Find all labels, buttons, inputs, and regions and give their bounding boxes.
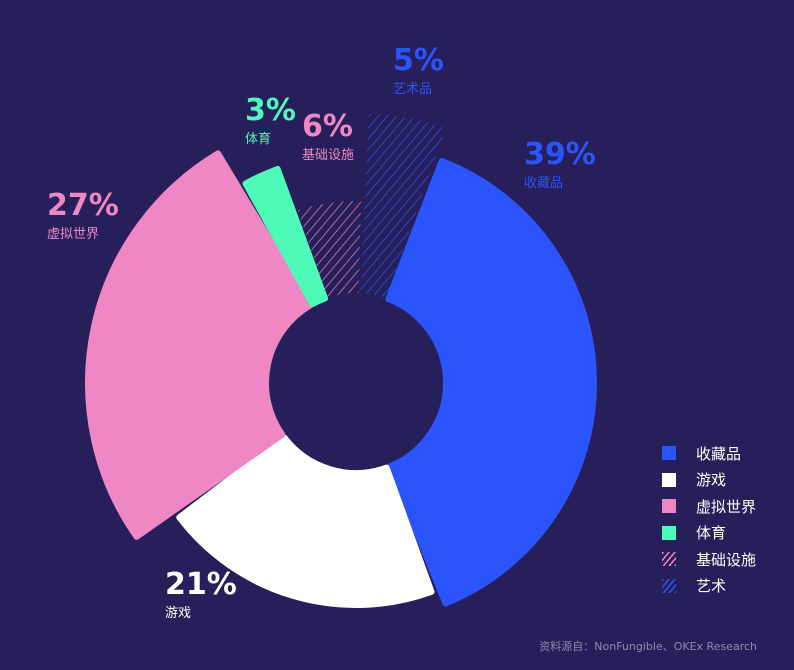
data-label-collectibles: 39% xyxy=(524,137,596,172)
legend-item-virtual-worlds: 虚拟世界 xyxy=(662,493,756,520)
legend-label: 体育 xyxy=(696,524,727,543)
category-label-art: 艺术品 xyxy=(393,82,432,97)
legend-item-sports: 体育 xyxy=(662,520,756,547)
category-label-collectibles: 收藏品 xyxy=(524,176,563,191)
legend-label: 艺术 xyxy=(696,577,727,596)
legend-label: 游戏 xyxy=(696,471,727,490)
slice-infrastructure xyxy=(297,201,362,298)
source-note: 资料源自：NonFungible、OKEx Research xyxy=(539,640,757,653)
legend-label: 虚拟世界 xyxy=(696,497,757,516)
slice-collectibles xyxy=(385,157,597,607)
slice-sports xyxy=(242,165,329,308)
legend-swatch xyxy=(662,525,676,540)
slice-art xyxy=(360,113,446,299)
legend-label: 基础设施 xyxy=(696,550,757,569)
legend-swatch xyxy=(662,578,676,593)
category-label-virtual-worlds: 虚拟世界 xyxy=(47,227,99,242)
data-label-sports: 3% xyxy=(245,93,296,128)
category-label-games: 游戏 xyxy=(165,606,191,621)
legend-item-infrastructure: 基础设施 xyxy=(662,546,756,573)
legend-item-games: 游戏 xyxy=(662,467,756,494)
legend: 收藏品 游戏 虚拟世界 体育 基础设施 艺术 xyxy=(662,440,756,599)
legend-swatch xyxy=(662,552,676,567)
data-label-infrastructure: 6% xyxy=(302,109,353,144)
category-label-infrastructure: 基础设施 xyxy=(302,148,354,163)
slice-games xyxy=(176,434,435,608)
legend-swatch xyxy=(662,472,676,487)
legend-swatch xyxy=(662,499,676,514)
legend-item-art: 艺术 xyxy=(662,573,756,600)
legend-item-collectibles: 收藏品 xyxy=(662,440,756,467)
data-label-games: 21% xyxy=(165,567,237,602)
data-label-art: 5% xyxy=(393,43,444,78)
legend-swatch xyxy=(662,446,676,461)
data-label-virtual-worlds: 27% xyxy=(47,188,119,223)
slice-virtual-worlds xyxy=(85,150,313,540)
category-label-sports: 体育 xyxy=(245,131,271,147)
legend-label: 收藏品 xyxy=(696,444,742,463)
